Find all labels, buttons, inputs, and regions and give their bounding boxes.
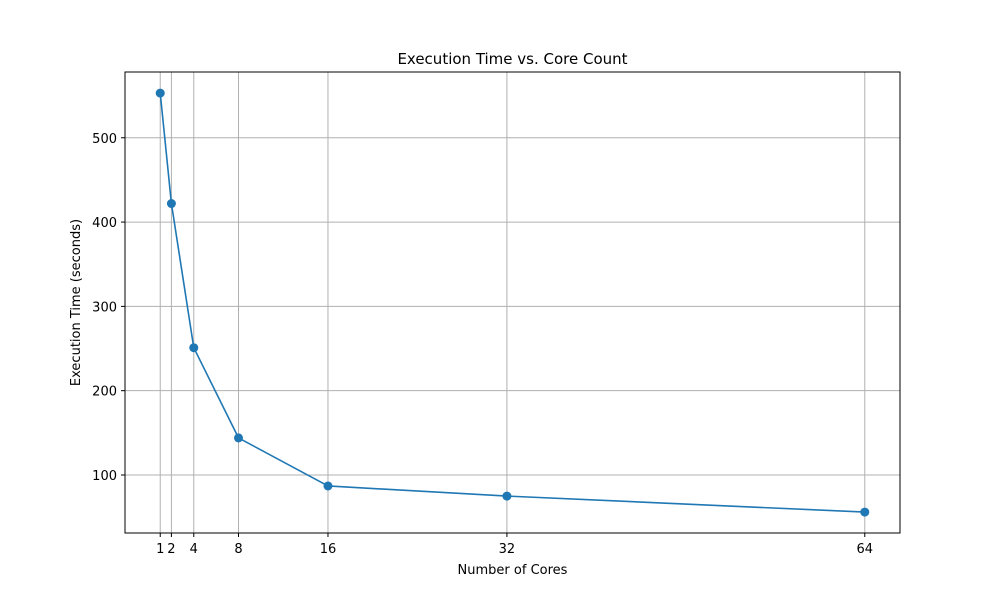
data-point bbox=[323, 481, 333, 491]
y-tick-label: 400 bbox=[92, 216, 117, 231]
plot-frame bbox=[124, 71, 901, 534]
data-point bbox=[189, 343, 199, 353]
x-tick-label: 4 bbox=[190, 542, 198, 557]
y-tick-label: 500 bbox=[92, 132, 117, 147]
x-tick-label: 16 bbox=[320, 542, 337, 557]
series-group bbox=[155, 88, 870, 517]
x-axis-label: Number of Cores bbox=[458, 563, 568, 578]
data-point bbox=[502, 491, 512, 501]
grid-lines bbox=[125, 72, 900, 533]
x-tick-label: 1 bbox=[156, 542, 164, 557]
axis-ticks: 1 2 4 8 16 32 64 100 200 300 400 500 bbox=[92, 132, 873, 557]
y-tick-label: 200 bbox=[92, 385, 117, 400]
chart-title: Execution Time vs. Core Count bbox=[397, 50, 627, 68]
data-point bbox=[155, 88, 165, 98]
x-tick-label: 8 bbox=[234, 542, 242, 557]
y-tick-label: 100 bbox=[92, 469, 117, 484]
data-point bbox=[234, 433, 244, 443]
x-tick-label: 32 bbox=[499, 542, 516, 557]
data-point bbox=[166, 199, 176, 209]
y-tick-label: 300 bbox=[92, 300, 117, 315]
x-tick-label: 2 bbox=[167, 542, 175, 557]
y-axis-label: Execution Time (seconds) bbox=[69, 219, 84, 386]
x-tick-label: 64 bbox=[856, 542, 873, 557]
data-point bbox=[860, 507, 870, 517]
